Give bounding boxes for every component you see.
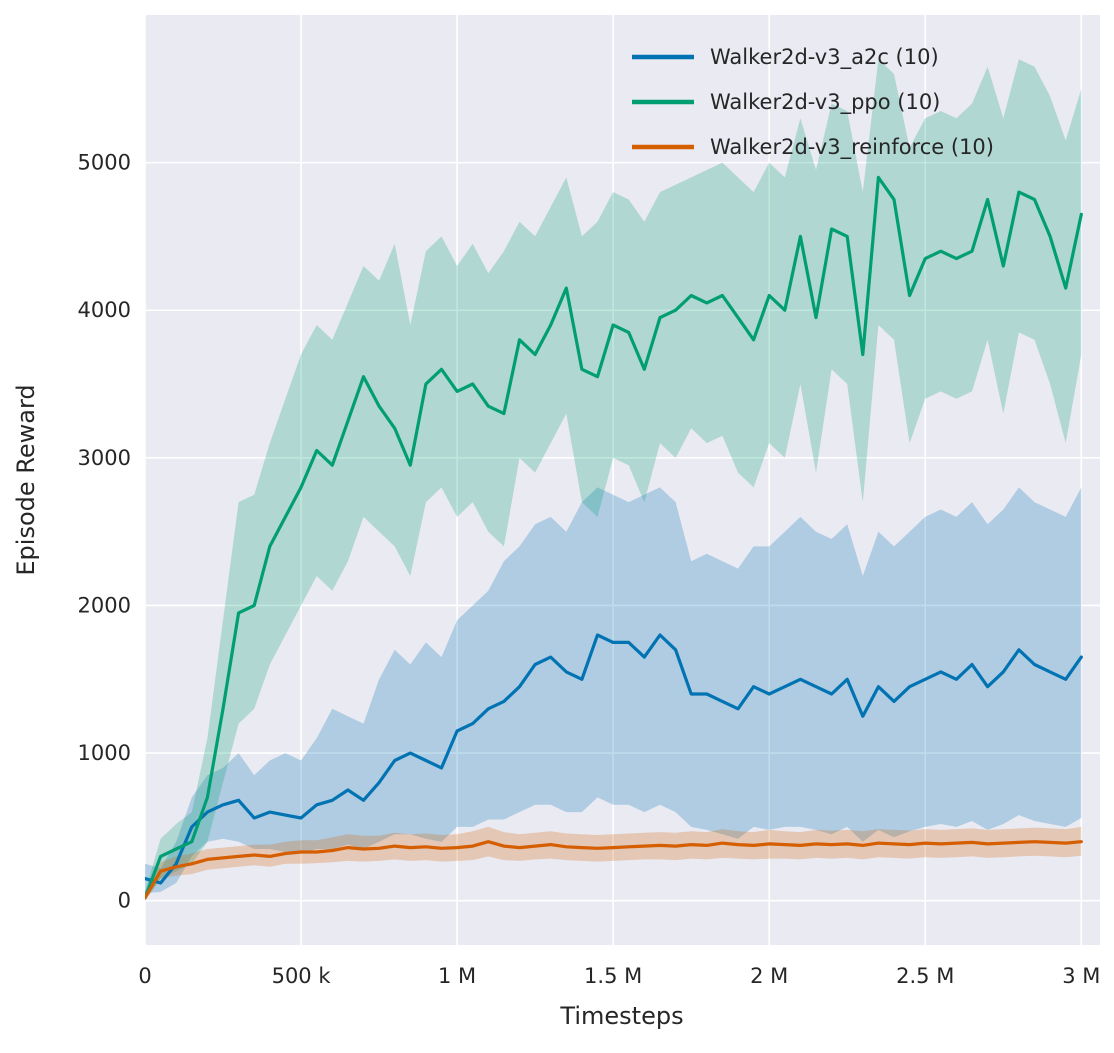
- y-tick-label: 0: [118, 889, 131, 913]
- legend-item: Walker2d-v3_ppo (10): [632, 90, 940, 115]
- x-tick-label: 0: [138, 964, 151, 988]
- line-walker2d-v3-a2c-10: [145, 633, 1083, 885]
- band-walker2d-v3-a2c-10: [145, 487, 1082, 894]
- x-tick-label: 1.5 M: [584, 964, 642, 988]
- legend-label: Walker2d-v3_ppo (10): [710, 90, 940, 115]
- y-tick-label: 1000: [78, 741, 131, 765]
- x-tick-label: 1 M: [438, 964, 476, 988]
- band-walker2d-v3-ppo-10: [145, 59, 1082, 901]
- grid-group: [144, 15, 1100, 945]
- lines-group: [145, 175, 1083, 900]
- tick-labels-group: 0 500 k 1 M 1.5 M 2 M 2.5 M 3 M 0 1000 2000 3000 40…: [78, 151, 1101, 988]
- legend-label: Walker2d-v3_reinforce (10): [710, 135, 994, 160]
- line-walker2d-v3-ppo-10: [145, 175, 1083, 900]
- x-tick-label: 2.5 M: [896, 964, 954, 988]
- x-axis-label: Timesteps: [559, 1002, 683, 1030]
- x-tick-label: 3 M: [1062, 964, 1100, 988]
- y-tick-label: 3000: [78, 446, 131, 470]
- legend-item: Walker2d-v3_reinforce (10): [632, 135, 994, 160]
- y-tick-label: 5000: [78, 151, 131, 175]
- x-tick-label: 2 M: [750, 964, 788, 988]
- y-tick-label: 4000: [78, 298, 131, 322]
- legend-item: Walker2d-v3_a2c (10): [632, 45, 939, 70]
- legend: Walker2d-v3_a2c (10) Walker2d-v3_ppo (10)…: [632, 45, 994, 160]
- y-axis-label: Episode Reward: [12, 384, 40, 575]
- y-tick-label: 2000: [78, 593, 131, 617]
- legend-label: Walker2d-v3_a2c (10): [710, 45, 939, 70]
- x-tick-label: 500 k: [272, 964, 332, 988]
- line-walker2d-v3-reinforce-10: [145, 840, 1083, 900]
